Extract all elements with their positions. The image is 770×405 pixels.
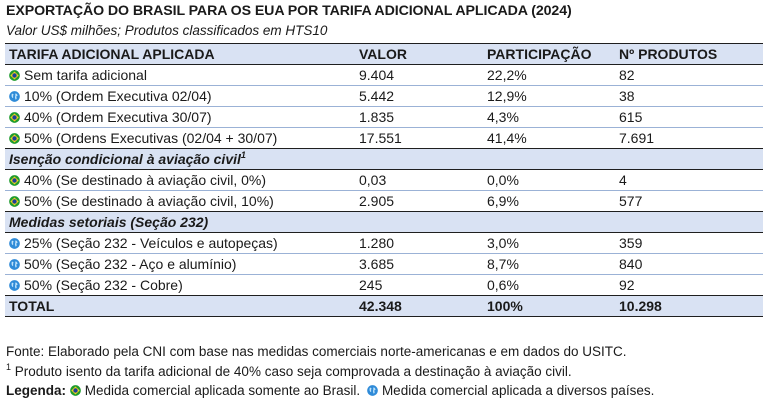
- globe-icon: [9, 87, 20, 102]
- row-participacao: 41,4%: [487, 130, 527, 146]
- row-produtos: 38: [615, 85, 763, 107]
- table-header-row: TARIFA ADICIONAL APLICADA VALOR PARTICIP…: [5, 43, 763, 65]
- row-valor: 1.835: [355, 106, 483, 128]
- globe-icon: [9, 255, 20, 270]
- section-label: Medidas setoriais (Seção 232): [9, 214, 209, 230]
- row-label: Sem tarifa adicional: [24, 67, 147, 83]
- brazil-flag-icon: [9, 108, 20, 123]
- table-subtitle: Valor US$ milhões; Produtos classificado…: [6, 23, 328, 38]
- row-produtos: 359: [615, 232, 763, 254]
- source-note: Fonte: Elaborado pela CNI com base nas m…: [6, 344, 627, 359]
- header-valor: VALOR: [355, 43, 483, 65]
- footnote-number: 1: [6, 361, 12, 372]
- row-label: 50% (Se destinado à aviação civil, 10%): [24, 193, 274, 209]
- brazil-flag-icon: [69, 382, 81, 396]
- total-row: TOTAL 42.348 100% 10.298: [5, 295, 763, 317]
- tariff-table: TARIFA ADICIONAL APLICADA VALOR PARTICIP…: [5, 43, 763, 317]
- globe-icon: [367, 382, 378, 396]
- total-label: TOTAL: [5, 295, 355, 317]
- footnotes: Fonte: Elaborado pela CNI com base nas m…: [6, 342, 654, 401]
- row-produtos: 4: [615, 169, 763, 191]
- footnote-1: 1 Produto isento da tarifa adicional de …: [6, 362, 654, 382]
- section-row-setoriais: Medidas setoriais (Seção 232): [5, 211, 763, 233]
- row-participacao: 12,9%: [483, 85, 615, 107]
- globe-icon: [9, 234, 20, 249]
- footnote-marker: 1: [240, 150, 246, 160]
- row-produtos: 577: [619, 193, 643, 209]
- row-label: 40% (Ordem Executiva 30/07): [24, 109, 212, 125]
- table-row: 50% (Ordens Executivas (02/04 + 30/07) 1…: [5, 128, 763, 149]
- brazil-flag-icon: [9, 192, 20, 207]
- row-label: 10% (Ordem Executiva 02/04): [24, 88, 212, 104]
- total-participacao: 100%: [483, 295, 615, 317]
- row-valor: 5.442: [355, 85, 483, 107]
- row-participacao: 0,0%: [483, 169, 615, 191]
- legend-label: Legenda:: [6, 383, 67, 398]
- table-row: 50% (Seção 232 - Aço e alumínio) 3.685 8…: [5, 253, 763, 275]
- table-row: 50% (Se destinado à aviação civil, 10%) …: [5, 191, 763, 212]
- row-label: 25% (Seção 232 - Veículos e autopeças): [24, 235, 278, 251]
- row-participacao: 3,0%: [483, 232, 615, 254]
- brazil-flag-icon: [9, 171, 20, 186]
- total-valor: 42.348: [355, 295, 483, 317]
- row-produtos: 92: [619, 277, 635, 293]
- header-tarifa: TARIFA ADICIONAL APLICADA: [5, 43, 355, 65]
- row-valor: 17.551: [359, 130, 402, 146]
- row-produtos: 7.691: [619, 130, 655, 146]
- row-valor: 1.280: [355, 232, 483, 254]
- header-produtos: Nº PRODUTOS: [615, 43, 763, 65]
- table-row: 40% (Ordem Executiva 30/07) 1.835 4,3% 6…: [5, 106, 763, 128]
- footnote-text: Produto isento da tarifa adicional de 40…: [14, 363, 572, 379]
- table-title: EXPORTAÇÃO DO BRASIL PARA OS EUA POR TAR…: [6, 3, 572, 19]
- row-valor: 9.404: [355, 64, 483, 86]
- brazil-flag-icon: [9, 66, 20, 81]
- table-row: 25% (Seção 232 - Veículos e autopeças) 1…: [5, 232, 763, 254]
- brazil-flag-icon: [9, 129, 20, 144]
- row-participacao: 8,7%: [483, 253, 615, 275]
- row-valor: 245: [359, 277, 383, 293]
- row-produtos: 615: [615, 106, 763, 128]
- row-label: 40% (Se destinado à aviação civil, 0%): [24, 172, 267, 188]
- row-label: 50% (Seção 232 - Aço e alumínio): [24, 256, 237, 272]
- section-row-aviacao: Isenção condicional à aviação civil1: [5, 148, 763, 170]
- table-row: 40% (Se destinado à aviação civil, 0%) 0…: [5, 169, 763, 191]
- row-produtos: 82: [615, 64, 763, 86]
- row-produtos: 840: [615, 253, 763, 275]
- row-participacao: 22,2%: [483, 64, 615, 86]
- row-participacao: 0,6%: [487, 277, 519, 293]
- table-row: 50% (Seção 232 - Cobre) 245 0,6% 92: [5, 275, 763, 296]
- total-produtos: 10.298: [615, 295, 763, 317]
- table-row: 10% (Ordem Executiva 02/04) 5.442 12,9% …: [5, 85, 763, 107]
- globe-icon: [9, 276, 20, 291]
- row-valor: 0,03: [355, 169, 483, 191]
- row-participacao: 4,3%: [483, 106, 615, 128]
- row-valor: 3.685: [355, 253, 483, 275]
- row-participacao: 6,9%: [487, 193, 519, 209]
- row-valor: 2.905: [359, 193, 395, 209]
- row-label: 50% (Seção 232 - Cobre): [24, 277, 183, 293]
- legend: Legenda: Medida comercial aplicada somen…: [6, 381, 654, 401]
- row-label: 50% (Ordens Executivas (02/04 + 30/07): [24, 130, 278, 146]
- legend-brazil-text: Medida comercial aplicada somente ao Bra…: [84, 383, 361, 398]
- section-label: Isenção condicional à aviação civil: [9, 151, 241, 167]
- table-row: Sem tarifa adicional 9.404 22,2% 82: [5, 64, 763, 86]
- legend-world-text: Medida comercial aplicada a diversos paí…: [381, 383, 655, 398]
- header-participacao: PARTICIPAÇÃO: [483, 43, 615, 65]
